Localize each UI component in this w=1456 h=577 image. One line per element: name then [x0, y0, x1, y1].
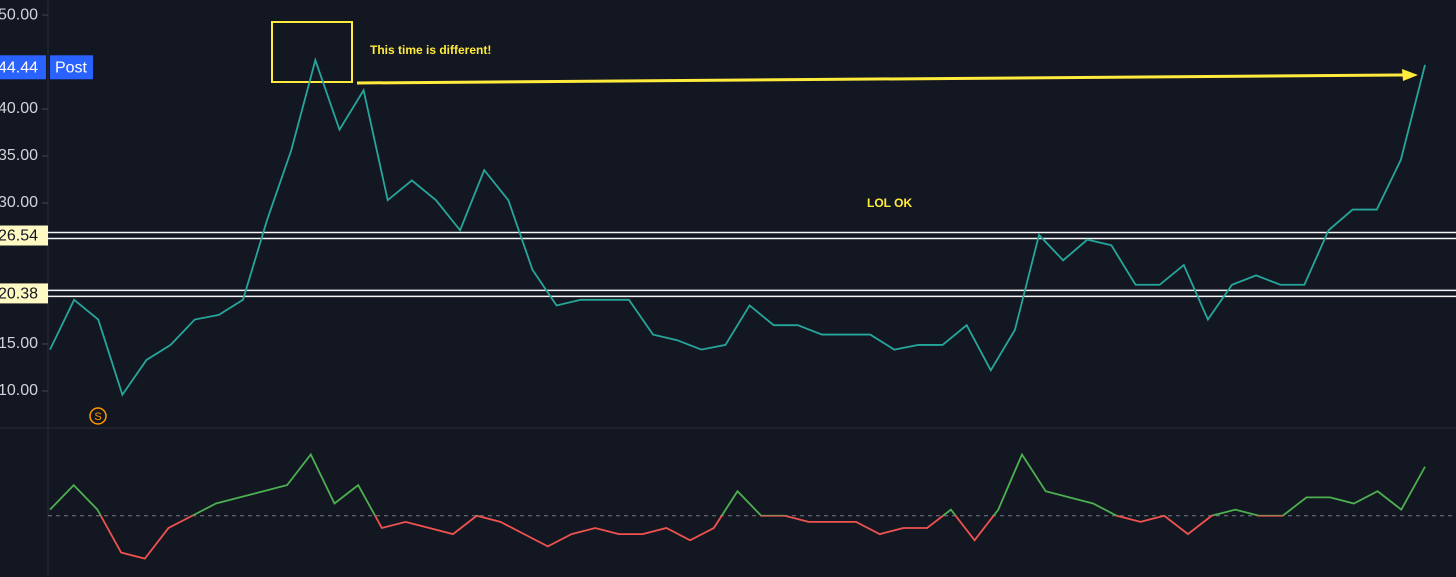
level-tag [0, 283, 48, 304]
session-tag [50, 55, 93, 80]
level-label: 20.38 [0, 286, 38, 303]
y-tick-label: 40.00 [0, 100, 38, 117]
highlight-box [271, 21, 353, 83]
series-line [49, 57, 1426, 397]
y-tick-label: 10.00 [0, 382, 38, 399]
arrow-head [1402, 69, 1418, 81]
annotation: This time is different! [370, 43, 491, 57]
y-tick-label: 15.00 [0, 335, 38, 352]
price-label: 44.44 [0, 60, 38, 77]
level-label: 26.54 [0, 228, 38, 245]
level-tag [0, 225, 48, 246]
y-tick-label: 35.00 [0, 147, 38, 164]
annotation: LOL OK [867, 196, 912, 210]
series-line [49, 452, 1426, 560]
y-tick-label: 30.00 [0, 194, 38, 211]
marker-icon [89, 407, 107, 425]
session-label: Post [55, 60, 88, 77]
marker-label: S [94, 411, 101, 423]
arrow-line [356, 73, 1406, 85]
price-tag [0, 55, 46, 80]
y-tick-label: 50.00 [0, 6, 38, 23]
